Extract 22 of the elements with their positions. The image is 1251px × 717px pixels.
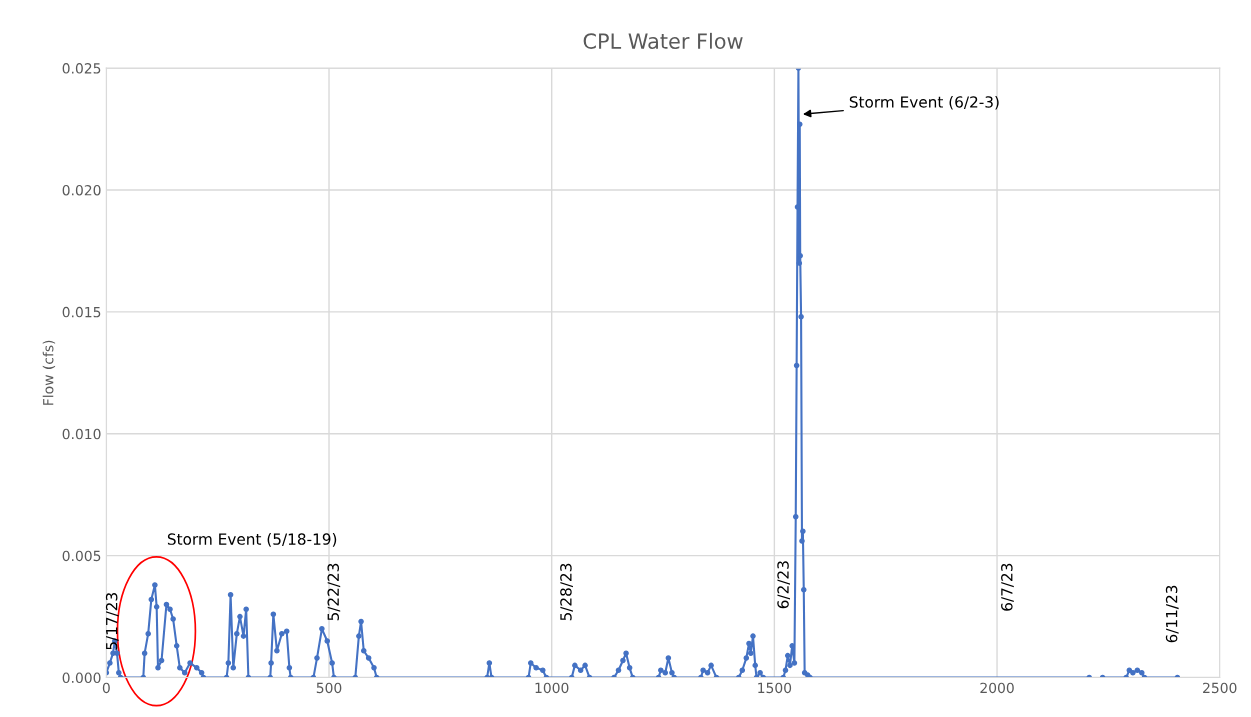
x-tick-label: 500 — [316, 682, 342, 694]
x-tick-label: 2500 — [1203, 682, 1237, 694]
y-tick-label: 0.010 — [62, 428, 101, 440]
annotation: 5/28/23 — [560, 563, 573, 621]
annotation: Storm Event (6/2-3) — [849, 95, 999, 110]
y-tick-label: 0.005 — [62, 550, 101, 562]
x-tick-label: 0 — [102, 682, 110, 694]
x-tick-label: 2000 — [980, 682, 1014, 694]
x-tick-label: 1000 — [535, 682, 569, 694]
y-axis-title: Flow (cfs) — [42, 340, 56, 405]
annotation: 6/2/23 — [777, 561, 791, 609]
y-tick-label: 0.015 — [62, 306, 101, 318]
y-tick-label: 0.025 — [62, 63, 101, 74]
annotation: Storm Event (5/18-19) — [167, 533, 337, 547]
y-tick-label: 0.020 — [62, 184, 101, 196]
annotation: 5/22/23 — [327, 563, 341, 621]
annotation: 6/11/23 — [1165, 585, 1179, 643]
annotation: 6/7/23 — [1001, 563, 1014, 611]
y-tick-label: 0.000 — [62, 672, 101, 684]
annotation: 5/17/23 — [105, 593, 119, 650]
chart-title: CPL Water Flow — [583, 32, 743, 49]
x-tick-label: 1500 — [758, 682, 792, 694]
